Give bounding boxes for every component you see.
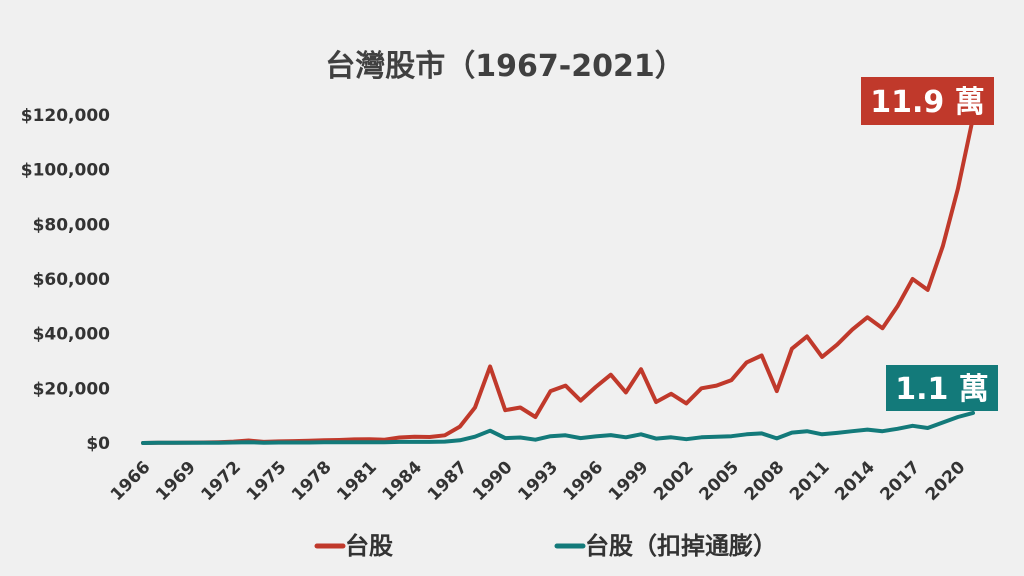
x-tick-label: 2005 [695, 457, 743, 505]
legend-item: 台股（扣掉通膨） [554, 532, 777, 560]
plot-area [141, 115, 975, 445]
x-tick-label: 2014 [831, 457, 879, 505]
legend-label: 台股 [345, 532, 393, 560]
y-tick-label: $40,000 [33, 325, 111, 345]
x-tick-label: 1972 [197, 457, 245, 505]
callout-box [861, 77, 994, 125]
x-tick-label: 2008 [741, 457, 789, 505]
y-axis: $0 $20,000 $40,000 $60,000 $80,000 $100,000 $1… [21, 106, 110, 454]
x-tick-label: 1975 [243, 457, 291, 505]
callout-text: 11.9 萬 [870, 85, 984, 120]
x-axis: 1966196919721975197819811984198719901993… [107, 457, 970, 505]
x-tick-label: 1999 [605, 457, 653, 505]
x-tick-label: 1981 [333, 457, 381, 505]
callout-text: 1.1 萬 [895, 372, 989, 407]
x-tick-label: 1996 [560, 457, 608, 505]
y-tick-label: $0 [86, 434, 110, 454]
x-tick-label: 1969 [152, 457, 200, 505]
y-tick-label: $120,000 [21, 106, 110, 126]
y-tick-label: $80,000 [33, 215, 111, 235]
x-tick-label: 1978 [288, 457, 336, 505]
callout-label: 11.9 萬 [861, 77, 994, 125]
x-tick-label: 2020 [922, 457, 970, 505]
x-tick-label: 1984 [379, 457, 427, 505]
callouts: 11.9 萬 1.1 萬 [861, 77, 998, 411]
legend: 台股 台股（扣掉通膨） [314, 532, 777, 560]
x-tick-label: 1987 [424, 457, 472, 505]
x-tick-label: 2017 [877, 457, 925, 505]
x-tick-label: 1990 [469, 457, 517, 505]
y-tick-label: $60,000 [33, 270, 111, 290]
legend-label: 台股（扣掉通膨） [585, 532, 777, 560]
series-line-1 [141, 410, 975, 445]
x-tick-label: 1966 [107, 457, 155, 505]
callout-label: 1.1 萬 [886, 365, 998, 411]
legend-item: 台股 [314, 532, 393, 560]
callout-box [886, 365, 998, 411]
y-tick-label: $20,000 [33, 379, 111, 399]
series-line-0 [141, 115, 975, 445]
y-tick-label: $100,000 [21, 161, 110, 181]
chart-title: 台灣股市（1967-2021） [325, 49, 684, 84]
x-tick-label: 2011 [786, 457, 834, 505]
x-tick-label: 2002 [650, 457, 698, 505]
x-tick-label: 1993 [514, 457, 562, 505]
